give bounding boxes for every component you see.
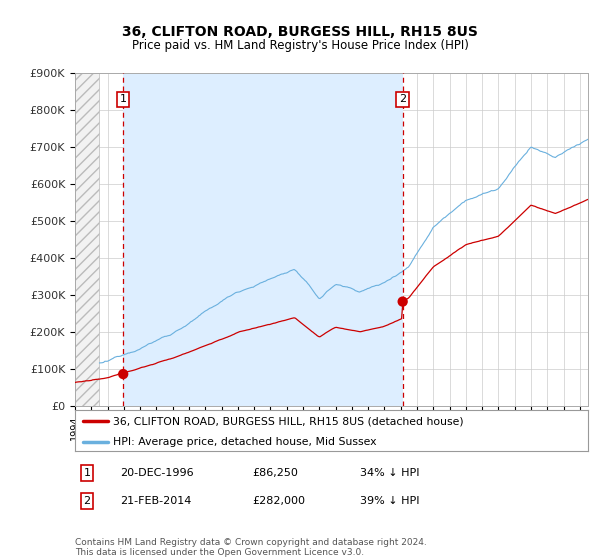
Text: Price paid vs. HM Land Registry's House Price Index (HPI): Price paid vs. HM Land Registry's House … <box>131 39 469 52</box>
Text: 2: 2 <box>399 95 406 105</box>
Text: £282,000: £282,000 <box>252 496 305 506</box>
Text: 39% ↓ HPI: 39% ↓ HPI <box>360 496 419 506</box>
Bar <box>75 73 100 406</box>
Text: £86,250: £86,250 <box>252 468 298 478</box>
Text: 34% ↓ HPI: 34% ↓ HPI <box>360 468 419 478</box>
Text: 1: 1 <box>83 468 91 478</box>
Bar <box>123 73 403 406</box>
Text: 20-DEC-1996: 20-DEC-1996 <box>120 468 194 478</box>
Text: 1: 1 <box>120 95 127 105</box>
Text: Contains HM Land Registry data © Crown copyright and database right 2024.
This d: Contains HM Land Registry data © Crown c… <box>75 538 427 557</box>
Point <box>398 297 407 306</box>
Text: 36, CLIFTON ROAD, BURGESS HILL, RH15 8US: 36, CLIFTON ROAD, BURGESS HILL, RH15 8US <box>122 25 478 39</box>
Point <box>118 370 128 379</box>
Text: HPI: Average price, detached house, Mid Sussex: HPI: Average price, detached house, Mid … <box>113 437 377 447</box>
Text: 36, CLIFTON ROAD, BURGESS HILL, RH15 8US (detached house): 36, CLIFTON ROAD, BURGESS HILL, RH15 8US… <box>113 417 464 426</box>
Text: 21-FEB-2014: 21-FEB-2014 <box>120 496 191 506</box>
Text: 2: 2 <box>83 496 91 506</box>
